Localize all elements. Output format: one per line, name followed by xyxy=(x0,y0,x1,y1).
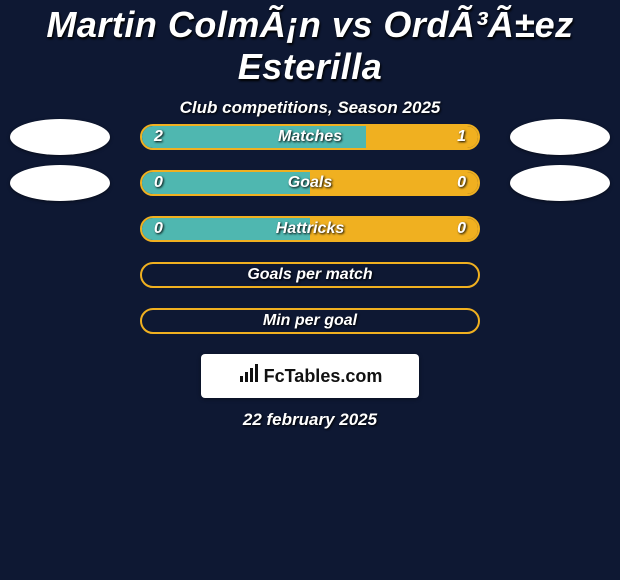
player-left-photo xyxy=(10,119,110,155)
player-left-photo xyxy=(10,165,110,201)
stat-bar: 21Matches xyxy=(140,124,480,150)
page-subtitle: Club competitions, Season 2025 xyxy=(0,98,620,118)
page-title: Martin ColmÃ¡n vs OrdÃ³Ã±ez Esterilla xyxy=(0,0,620,88)
player-right-photo xyxy=(510,119,610,155)
stat-row: 21Matches xyxy=(0,124,620,150)
stat-label: Goals per match xyxy=(247,266,372,284)
stat-row: 00Hattricks xyxy=(0,216,620,242)
stat-bar-left-segment: 2 xyxy=(142,126,366,148)
stat-right-value: 0 xyxy=(457,220,466,238)
source-logo-text: FcTables.com xyxy=(264,366,383,387)
stat-bar-right-segment: 0 xyxy=(310,172,478,194)
stat-bar-right-segment: 0 xyxy=(310,218,478,240)
stat-rows-container: 21Matches00Goals00HattricksGoals per mat… xyxy=(0,124,620,354)
stat-left-value: 0 xyxy=(154,174,163,192)
stat-bar: 00Goals xyxy=(140,170,480,196)
stat-left-value: 2 xyxy=(154,128,163,146)
stat-bar-right-segment: 1 xyxy=(366,126,478,148)
stat-bar-left-segment: 0 xyxy=(142,172,310,194)
snapshot-date: 22 february 2025 xyxy=(0,410,620,430)
stat-left-value: 0 xyxy=(154,220,163,238)
source-logo[interactable]: FcTables.com xyxy=(201,354,419,398)
comparison-infographic: Martin ColmÃ¡n vs OrdÃ³Ã±ez Esterilla Cl… xyxy=(0,0,620,580)
player-right-photo xyxy=(510,165,610,201)
stat-row: 00Goals xyxy=(0,170,620,196)
stat-bar: Min per goal xyxy=(140,308,480,334)
stat-bar: Goals per match xyxy=(140,262,480,288)
stat-right-value: 1 xyxy=(457,128,466,146)
barchart-icon xyxy=(238,364,260,388)
stat-row: Min per goal xyxy=(0,308,620,334)
stat-label: Min per goal xyxy=(263,312,357,330)
stat-right-value: 0 xyxy=(457,174,466,192)
stat-bar: 00Hattricks xyxy=(140,216,480,242)
stat-bar-left-segment: 0 xyxy=(142,218,310,240)
stat-row: Goals per match xyxy=(0,262,620,288)
